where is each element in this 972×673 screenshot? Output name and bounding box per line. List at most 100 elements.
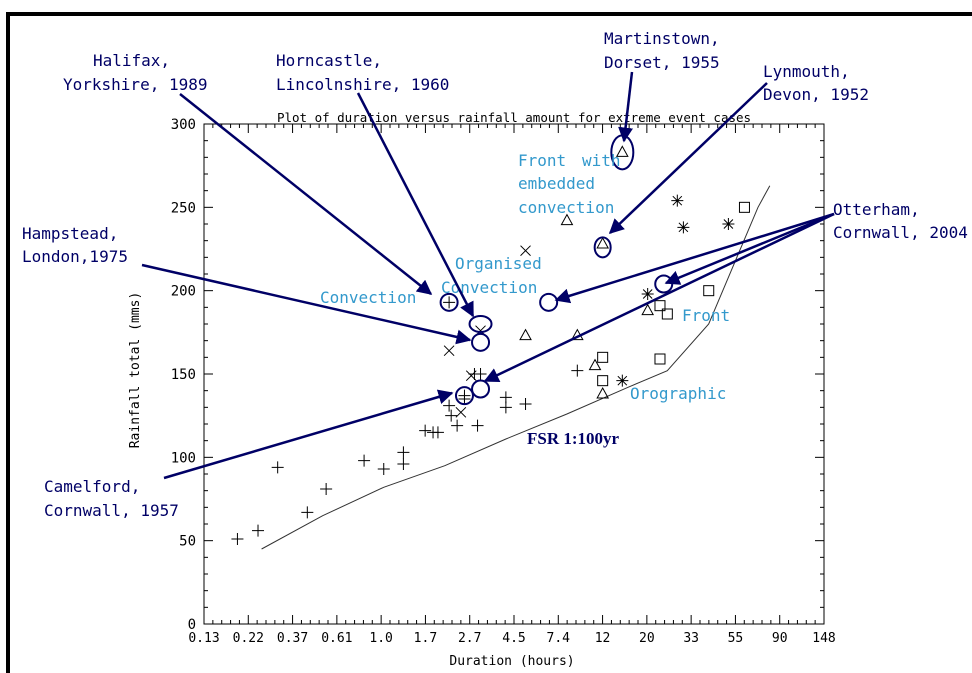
x-tick-label: 12 (595, 631, 611, 646)
point-plus (271, 461, 284, 474)
point-triangle (560, 213, 574, 226)
regime-label-front: Front (682, 306, 730, 325)
highlight-circles (439, 134, 674, 406)
x-tick-label: 148 (812, 631, 835, 646)
event-lynmouth-2: Devon, 1952 (763, 85, 869, 104)
point-asterisk (641, 288, 654, 300)
highlight-circle (539, 292, 559, 312)
event-martinstown-1: Martinstown, (604, 29, 720, 48)
regime-label-convection: Convection (320, 288, 416, 307)
point-square (738, 201, 750, 213)
point-square (597, 375, 609, 387)
point-asterisk (722, 218, 735, 230)
chart-title: Plot of duration versus rainfall amount … (277, 110, 751, 125)
point-plus (431, 426, 444, 439)
point-plus (419, 424, 432, 437)
x-tick-label: 1.7 (414, 631, 437, 646)
regime-labels: Convection Organised Convection Front wi… (320, 151, 730, 403)
event-otterham-2: Cornwall, 2004 (833, 223, 968, 242)
point-square (661, 308, 673, 320)
point-triangle (519, 328, 532, 341)
regime-label-organised: Organised (455, 254, 542, 273)
annotation-arrows (141, 71, 835, 480)
point-square (597, 351, 609, 363)
event-horncastle-2: Lincolnshire, 1960 (276, 75, 449, 94)
event-hampstead-1: Hampstead, (22, 224, 118, 243)
event-horncastle-1: Horncastle, (276, 51, 382, 70)
fsr-line (261, 185, 771, 550)
point-plus (471, 419, 484, 432)
regime-label-embedded: embedded (518, 174, 595, 193)
x-tick-label: 33 (683, 631, 699, 646)
point-plus (499, 391, 512, 404)
point-plus (397, 458, 410, 470)
point-plus (474, 368, 487, 380)
y-tick-label: 0 (188, 617, 196, 633)
x-tick-label: 0.22 (233, 631, 264, 646)
fsr-label: FSR 1:100yr (527, 429, 620, 448)
point-plus (458, 389, 471, 402)
point-plus (397, 446, 410, 459)
highlight-circle (654, 274, 674, 294)
x-tick-label: 0.37 (277, 631, 308, 646)
point-plus (377, 463, 390, 475)
point-plus (571, 364, 584, 377)
point-plus (443, 296, 456, 309)
plot-area (203, 123, 825, 625)
point-plus (231, 533, 244, 545)
regime-label-front-top-2: with (582, 151, 621, 170)
point-plus (358, 454, 371, 467)
point-triangle (588, 358, 602, 371)
point-plus (519, 398, 532, 410)
point-triangle (596, 236, 610, 249)
regime-label-orographic: Orographic (630, 384, 726, 403)
arrow-lynmouth (608, 82, 768, 235)
arrow-horncastle (356, 92, 475, 318)
point-square (654, 353, 666, 365)
event-martinstown-2: Dorset, 1955 (604, 53, 720, 72)
point-plus (252, 524, 265, 537)
point-triangle (641, 303, 655, 316)
event-halifax-2: Yorkshire, 1989 (63, 75, 208, 94)
highlight-circle (471, 379, 491, 399)
arrow-otterham-3 (483, 212, 835, 383)
arrow-otterham-2 (554, 212, 835, 304)
point-plus (445, 409, 458, 422)
point-cross (465, 370, 477, 382)
point-triangle (615, 145, 629, 157)
point-plus (443, 399, 456, 412)
point-cross (443, 345, 455, 357)
x-tick-label: 2.7 (458, 631, 481, 646)
y-tick-label: 100 (171, 450, 196, 466)
y-axis-label: Rainfall total (mms) (128, 292, 143, 449)
arrow-martinstown (618, 71, 634, 143)
event-labels: Halifax, Yorkshire, 1989 Horncastle, Lin… (22, 29, 968, 520)
highlight-circle (454, 386, 474, 406)
arrow-otterham-1 (664, 212, 835, 285)
fsr-curve (261, 185, 771, 550)
point-asterisk (671, 194, 684, 207)
data-points (231, 145, 750, 545)
y-tick-label: 200 (171, 284, 196, 300)
x-tick-label: 4.5 (502, 631, 525, 646)
x-tick-label: 7.4 (547, 631, 571, 646)
x-tick-label: 0.13 (188, 631, 219, 646)
point-plus (451, 419, 464, 432)
arrow-hampstead (141, 263, 472, 345)
event-hampstead-2: London,1975 (22, 247, 128, 266)
event-camelford-2: Cornwall, 1957 (44, 501, 179, 520)
point-plus (320, 483, 333, 495)
point-asterisk (677, 221, 690, 234)
regime-label-organised-convection: Convection (441, 278, 537, 297)
point-cross (520, 245, 531, 257)
point-cross (455, 406, 467, 418)
arrow-halifax (179, 93, 433, 295)
regime-label-convection-2: convection (518, 198, 614, 217)
x-tick-label: 0.61 (321, 631, 352, 646)
x-tick-label: 90 (772, 631, 788, 646)
event-otterham-1: Otterham, (833, 200, 920, 219)
point-plus (301, 506, 314, 519)
highlight-circle (439, 292, 459, 312)
event-lynmouth-1: Lynmouth, (763, 62, 850, 81)
